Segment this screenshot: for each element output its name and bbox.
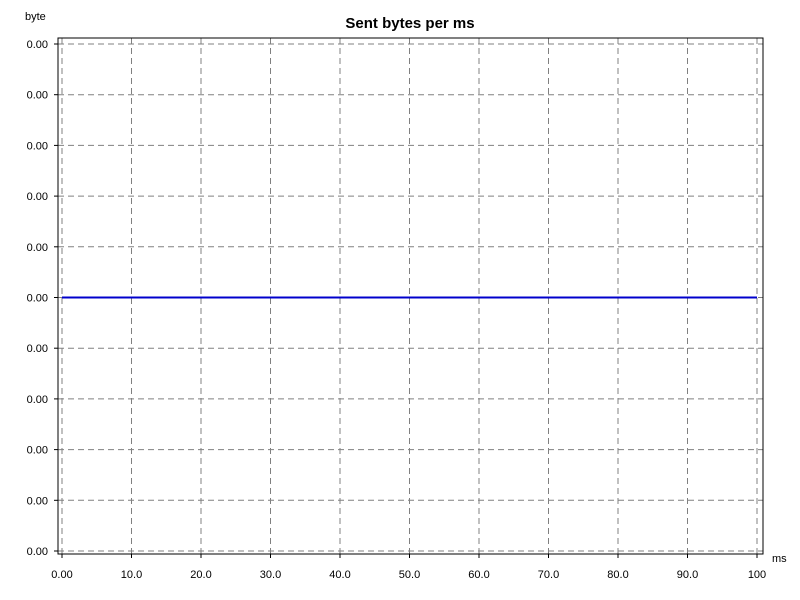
x-axis-unit: ms	[772, 553, 787, 565]
y-axis-unit: byte	[25, 11, 46, 23]
axes	[57, 37, 764, 555]
x-tick-label: 50.0	[399, 569, 420, 581]
x-tick-label: 80.0	[607, 569, 628, 581]
x-tick-label: 60.0	[468, 569, 489, 581]
x-tick-label: 10.0	[121, 569, 142, 581]
y-tick-label: 0.00	[27, 39, 48, 51]
plot-frame	[57, 37, 764, 555]
y-tick-label: 0.00	[27, 394, 48, 406]
y-tick-label: 0.00	[27, 546, 48, 558]
y-tick-label: 0.00	[27, 495, 48, 507]
y-tick-label: 0.00	[27, 90, 48, 102]
y-tick-label: 0.00	[27, 140, 48, 152]
x-tick-label: 70.0	[538, 569, 559, 581]
x-tick-label: 0.00	[51, 569, 72, 581]
y-tick-label: 0.00	[27, 293, 48, 305]
chart-title: Sent bytes per ms	[345, 15, 474, 32]
x-tick-label: 90.0	[677, 569, 698, 581]
x-tick-label: 30.0	[260, 569, 281, 581]
y-tick-label: 0.00	[27, 343, 48, 355]
grid	[58, 38, 763, 554]
y-tick-label: 0.00	[27, 191, 48, 203]
y-tick-label: 0.00	[27, 445, 48, 457]
x-tick-label: 20.0	[190, 569, 211, 581]
x-tick-label: 40.0	[329, 569, 350, 581]
y-tick-label: 0.00	[27, 242, 48, 254]
y-axis-ticks: 0.00 0.00 0.00 0.00 0.00 0.00 0.00 0.00 0.00 0.00…	[27, 39, 58, 558]
x-tick-label: 100	[748, 569, 766, 581]
x-axis-ticks: 0.00 10.0 20.0 30.0 40.0 50.0 60.0 70.0 80.0 90.0…	[51, 554, 766, 581]
